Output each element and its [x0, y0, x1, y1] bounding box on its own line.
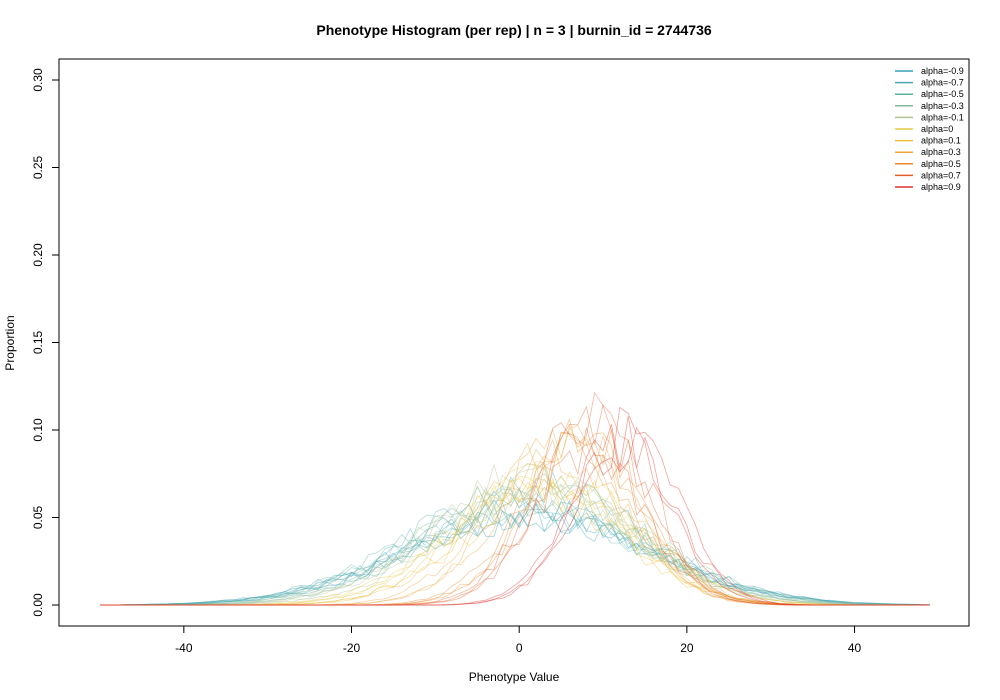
legend-label: alpha=-0.5 [921, 89, 964, 99]
series-line-rep [100, 502, 930, 606]
series-line-rep [100, 472, 930, 606]
series-line-rep [100, 509, 931, 606]
y-axis: 0.00 0.05 0.10 0.15 0.20 0.25 0.30 [31, 68, 60, 617]
series-line-rep [100, 404, 930, 606]
series-line-rep [100, 417, 930, 606]
legend-label: alpha=0.7 [921, 170, 961, 180]
series-line-rep [100, 424, 930, 606]
series-line-rep [100, 391, 930, 606]
y-tick-label: 0.10 [31, 418, 45, 442]
y-axis-label: Proportion [3, 315, 17, 370]
legend-label: alpha=-0.9 [921, 66, 964, 76]
x-axis-label: Phenotype Value [469, 670, 560, 684]
y-tick-label: 0.20 [31, 243, 45, 267]
x-tick-label: 40 [848, 641, 862, 655]
legend-label: alpha=-0.1 [921, 112, 964, 122]
series-line-rep [100, 425, 930, 606]
series-line-rep [100, 416, 930, 606]
y-tick-label: 0.30 [31, 68, 45, 92]
y-tick-label: 0.00 [31, 593, 45, 617]
series-line-rep [100, 478, 930, 606]
series-line-rep [100, 475, 930, 606]
series-line-rep [100, 426, 930, 606]
legend-label: alpha=0.3 [921, 147, 961, 157]
y-tick-label: 0.25 [31, 155, 45, 179]
series-line-rep [100, 485, 930, 606]
plot-lines [100, 391, 931, 606]
legend-label: alpha=0 [921, 124, 953, 134]
series-line-rep [100, 461, 930, 606]
x-tick-label: -20 [343, 641, 361, 655]
legend-label: alpha=0.5 [921, 159, 961, 169]
y-tick-label: 0.15 [31, 330, 45, 354]
series-line-rep [100, 463, 930, 606]
series-line-rep [100, 499, 931, 606]
y-tick-label: 0.05 [31, 505, 45, 529]
series-line-rep [100, 406, 930, 606]
series-line-rep [100, 498, 930, 606]
x-tick-label: 0 [516, 641, 523, 655]
series-line-rep [100, 486, 930, 606]
series-line-rep [100, 427, 930, 606]
series-line-rep [100, 463, 930, 606]
series-line-rep [100, 478, 930, 606]
series-line-rep [100, 438, 930, 606]
series-line-rep [100, 499, 931, 606]
legend-label: alpha=-0.7 [921, 78, 964, 88]
series-line-rep [100, 463, 930, 606]
chart-title: Phenotype Histogram (per rep) | n = 3 | … [316, 22, 711, 38]
x-tick-label: 20 [680, 641, 694, 655]
series-line-rep [100, 470, 930, 606]
plot-frame [58, 58, 970, 627]
series-line-rep [100, 489, 930, 606]
series-line-rep [100, 502, 931, 606]
series-line-rep [100, 429, 930, 606]
x-tick-label: -40 [175, 641, 193, 655]
legend-label: alpha=0.1 [921, 136, 961, 146]
x-axis: -40 -20 0 20 40 [175, 625, 862, 655]
legend-label: alpha=-0.3 [921, 101, 964, 111]
series-line-rep [100, 460, 930, 606]
series-line-rep [100, 485, 930, 606]
legend-label: alpha=0.9 [921, 182, 961, 192]
series-line-rep [100, 475, 930, 606]
series-line-rep [100, 432, 930, 606]
